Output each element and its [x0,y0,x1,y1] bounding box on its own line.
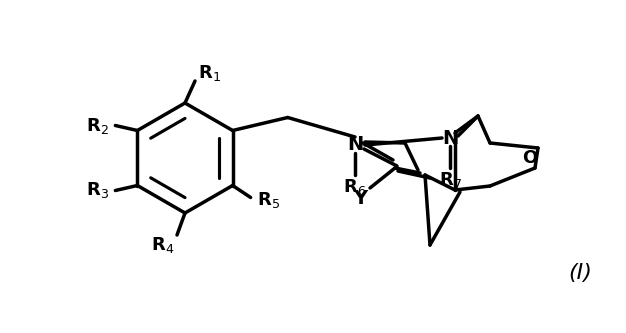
Text: R$_2$: R$_2$ [86,116,109,136]
Text: R$_4$: R$_4$ [151,235,175,255]
Text: (I): (I) [568,263,592,283]
Text: R$_6$: R$_6$ [344,177,367,197]
Text: O: O [522,149,538,167]
Text: Y: Y [353,188,367,207]
Text: N: N [347,136,363,155]
Text: R$_3$: R$_3$ [86,180,109,200]
Text: R$_5$: R$_5$ [257,190,280,210]
Text: N: N [442,129,458,148]
Text: R$_7$: R$_7$ [439,170,461,190]
Text: R$_1$: R$_1$ [198,63,220,83]
